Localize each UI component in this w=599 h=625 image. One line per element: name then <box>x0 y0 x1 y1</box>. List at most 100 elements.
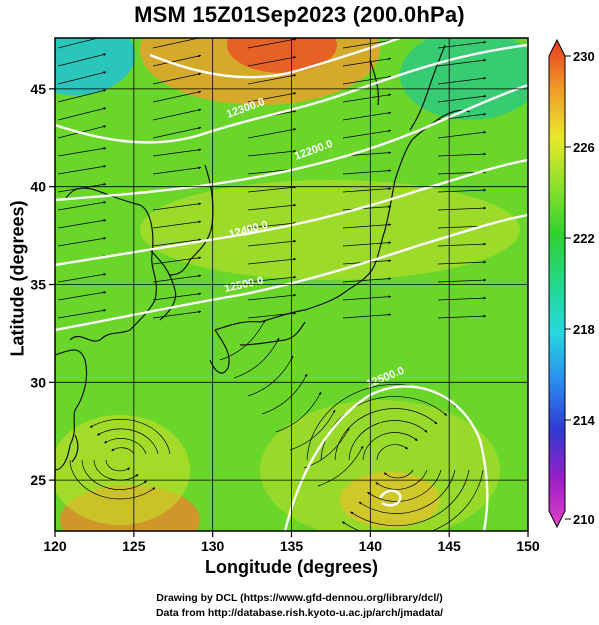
streamline <box>152 238 202 247</box>
colorbar-ticks: 210 214 218 222 226 230 <box>565 49 595 527</box>
streamline <box>437 58 487 67</box>
streamline <box>89 418 171 455</box>
colorbar-tick-label: 230 <box>573 49 595 64</box>
streamline <box>152 292 202 301</box>
streamline <box>57 107 107 121</box>
colorbar-tick-label: 210 <box>573 512 595 527</box>
x-tick-label: 140 <box>359 538 383 554</box>
streamline <box>247 92 297 103</box>
streamline <box>233 337 280 379</box>
contour-12400 <box>55 158 528 267</box>
streamline <box>152 72 202 85</box>
streamline <box>152 90 202 103</box>
streamline <box>358 469 456 514</box>
streamline <box>69 459 156 500</box>
streamline <box>317 445 364 487</box>
streamline <box>348 420 428 461</box>
streamline <box>289 409 336 451</box>
streamline <box>247 56 297 67</box>
x-tick-label: 150 <box>516 538 540 554</box>
streamline <box>57 309 107 319</box>
streamline <box>437 206 487 211</box>
warm-core-southeast <box>340 472 440 528</box>
streamline <box>437 188 487 193</box>
yellow-region-southwest <box>55 415 190 525</box>
streamline <box>152 274 202 283</box>
streamline <box>437 242 487 247</box>
y-tick-label: 45 <box>30 81 46 97</box>
streamline <box>57 53 107 67</box>
streamline <box>437 94 487 103</box>
streamline <box>104 438 147 455</box>
streamline <box>247 74 297 85</box>
temperature-field <box>55 38 528 531</box>
streamline <box>247 203 297 211</box>
colorbar-body <box>548 38 566 529</box>
chart-title: MSM 15Z01Sep2023 (200.0hPa) <box>134 2 465 27</box>
streamline <box>247 221 297 229</box>
x-tick-label: 145 <box>437 538 461 554</box>
streamline <box>342 39 392 49</box>
streamline <box>376 444 408 461</box>
streamline <box>247 275 297 283</box>
y-axis-label: Latitude (degrees) <box>7 200 28 357</box>
streamline <box>342 75 392 85</box>
streamline <box>247 257 297 265</box>
streamline <box>342 223 392 229</box>
cool-region-northeast <box>400 38 528 120</box>
streamline <box>152 148 202 157</box>
streamline <box>57 201 107 211</box>
streamline <box>57 273 107 283</box>
streamline <box>437 314 487 319</box>
streamline <box>152 108 202 121</box>
streamline <box>342 295 392 301</box>
streamline <box>57 71 107 85</box>
streamline <box>247 239 297 247</box>
contour-12500 <box>55 213 528 332</box>
colorbar: 210 214 218 222 226 230 <box>548 38 595 529</box>
yellow-band-central <box>140 180 520 280</box>
streamline <box>342 241 392 247</box>
streamline <box>341 469 484 531</box>
streamline <box>261 373 308 415</box>
colorbar-tick-label: 226 <box>573 140 595 155</box>
credit-drawing: Drawing by DCL (https://www.gfd-dennou.o… <box>156 592 443 604</box>
streamline <box>247 128 297 139</box>
streamline <box>342 187 392 193</box>
streamline <box>152 202 202 211</box>
y-axis: 25 30 35 40 45 <box>30 81 55 488</box>
height-contours <box>55 38 528 531</box>
streamline <box>57 147 107 157</box>
streamline <box>81 459 147 490</box>
yellow-region-southeast <box>260 400 500 531</box>
streamline <box>437 152 487 157</box>
streamline <box>57 291 107 301</box>
streamline <box>57 165 107 175</box>
streamline <box>57 38 100 49</box>
streamline <box>342 111 392 121</box>
streamline <box>152 54 202 67</box>
streamline <box>152 310 202 319</box>
streamline <box>342 313 392 319</box>
streamline <box>105 459 131 472</box>
streamline <box>152 256 202 265</box>
streamline <box>437 296 487 301</box>
streamline <box>342 205 392 211</box>
contour-12500-south <box>283 385 489 531</box>
streamline <box>342 169 392 175</box>
x-tick-label: 120 <box>43 538 67 554</box>
streamline <box>350 469 470 527</box>
streamline <box>437 130 487 139</box>
streamline <box>383 469 414 479</box>
streamline <box>437 260 487 265</box>
streamline <box>93 459 139 481</box>
y-tick-label: 30 <box>30 374 46 390</box>
streamline <box>57 237 107 247</box>
colorbar-tick-label: 218 <box>573 322 595 337</box>
x-axis: 120 125 130 135 140 145 150 <box>43 531 540 554</box>
x-tick-label: 135 <box>280 538 304 554</box>
contour-small-low <box>378 489 402 507</box>
streamline <box>342 277 392 283</box>
streamline <box>437 40 487 49</box>
streamline <box>342 129 392 139</box>
